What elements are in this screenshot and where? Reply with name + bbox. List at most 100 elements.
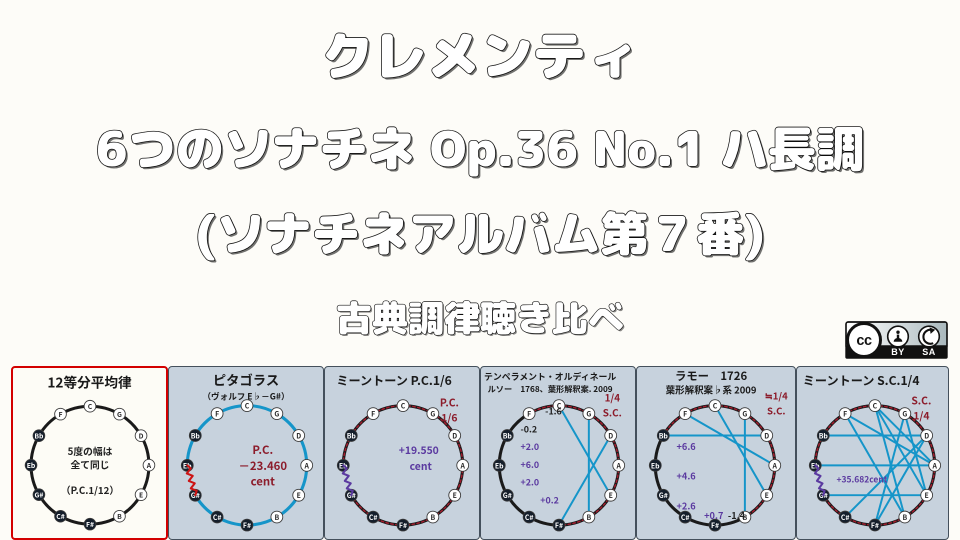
svg-text:12等分平均律: 12等分平均律: [47, 372, 132, 392]
svg-text:+0.2: +0.2: [540, 493, 559, 506]
svg-text:-1.4: -1.4: [728, 508, 746, 522]
svg-text:G: G: [274, 409, 279, 419]
svg-text:S.C.: S.C.: [767, 403, 785, 417]
svg-text:C: C: [401, 401, 406, 411]
svg-text:S.C.: S.C.: [603, 405, 622, 419]
svg-text:D: D: [452, 430, 457, 440]
svg-text:ラモー 1726: ラモー 1726: [675, 368, 747, 384]
svg-text:F: F: [527, 409, 531, 419]
svg-text:cent: cent: [410, 458, 433, 473]
svg-text:≒1/4: ≒1/4: [765, 389, 788, 403]
svg-text:+2.0: +2.0: [520, 476, 539, 489]
svg-text:E: E: [453, 490, 457, 500]
svg-text:G: G: [586, 409, 591, 419]
svg-text:C: C: [713, 401, 718, 411]
svg-text:A: A: [303, 460, 309, 470]
svg-text:葉形解釈案♭系 2009: 葉形解釈案♭系 2009: [666, 383, 757, 397]
svg-text:G#: G#: [659, 490, 668, 500]
svg-text:Bb: Bb: [347, 430, 357, 440]
svg-text:E: E: [297, 490, 301, 500]
svg-text:D: D: [296, 430, 301, 440]
svg-text:1/4: 1/4: [605, 391, 621, 405]
svg-text:D: D: [139, 431, 144, 441]
svg-text:B: B: [430, 512, 435, 522]
svg-text:+2.6: +2.6: [677, 498, 697, 512]
svg-text:Eb: Eb: [651, 460, 660, 470]
svg-text:1/6: 1/6: [441, 409, 457, 424]
svg-text:E: E: [925, 490, 929, 500]
svg-text:C#: C#: [681, 512, 690, 522]
svg-text:ピタゴラス: ピタゴラス: [213, 370, 279, 389]
svg-text:G: G: [742, 409, 747, 419]
svg-text:Bb: Bb: [191, 430, 201, 440]
svg-text:-0.2: -0.2: [520, 422, 537, 435]
svg-text:5度の幅は: 5度の幅は: [68, 444, 113, 458]
svg-text:D: D: [764, 430, 769, 440]
svg-text:-1.6: -1.6: [545, 405, 562, 418]
svg-text:SA: SA: [922, 347, 936, 357]
svg-text:G#: G#: [34, 490, 43, 500]
svg-text:G: G: [902, 409, 907, 419]
svg-text:+6.6: +6.6: [677, 439, 697, 453]
svg-text:C#: C#: [525, 512, 534, 522]
svg-text:ミーントーン P.C.1/6: ミーントーン P.C.1/6: [336, 372, 451, 389]
svg-text:B: B: [117, 511, 122, 521]
svg-text:ルソー 1768、葉形解釈案. 2009: ルソー 1768、葉形解釈案. 2009: [488, 383, 613, 395]
svg-text:G#: G#: [503, 490, 512, 500]
svg-text:B: B: [902, 512, 907, 522]
svg-text:+4.6: +4.6: [677, 469, 697, 483]
svg-text:cent: cent: [251, 474, 275, 490]
svg-text:Bb: Bb: [659, 430, 669, 440]
svg-text:F: F: [371, 409, 375, 419]
svg-text:+19.550: +19.550: [399, 442, 439, 457]
svg-text:+2.0: +2.0: [520, 440, 539, 453]
svg-text:E: E: [765, 490, 769, 500]
svg-text:S.C.: S.C.: [911, 393, 931, 408]
svg-text:Eb: Eb: [27, 460, 36, 470]
svg-text:F#: F#: [555, 520, 563, 530]
svg-text:BY: BY: [891, 347, 905, 357]
svg-text:cc: cc: [856, 333, 872, 349]
svg-text:A: A: [615, 460, 621, 470]
svg-text:B: B: [586, 512, 591, 522]
svg-text:+6.0: +6.0: [520, 458, 539, 471]
svg-text:E: E: [139, 490, 143, 500]
svg-text:A: A: [459, 460, 465, 470]
svg-text:F: F: [59, 409, 63, 419]
svg-text:F#: F#: [399, 520, 407, 530]
svg-text:（P.C.1/12）: （P.C.1/12）: [61, 483, 119, 497]
svg-text:Bb: Bb: [819, 430, 829, 440]
svg-text:C: C: [88, 401, 93, 411]
svg-text:F#: F#: [871, 520, 879, 530]
svg-text:Bb: Bb: [503, 430, 513, 440]
svg-text:F: F: [683, 409, 687, 419]
svg-text:A: A: [146, 460, 152, 470]
svg-text:全て同じ: 全て同じ: [71, 458, 110, 472]
svg-text:－23.460: －23.460: [239, 458, 288, 474]
svg-text:P.C.: P.C.: [252, 442, 273, 458]
svg-text:テンペラメント・オルディネール: テンペラメント・オルディネール: [484, 370, 616, 383]
svg-text:A: A: [772, 460, 778, 470]
svg-text:A: A: [931, 460, 937, 470]
svg-text:+0.7: +0.7: [704, 508, 723, 522]
svg-text:+35.682cent: +35.682cent: [836, 474, 887, 486]
svg-text:D: D: [608, 430, 613, 440]
svg-text:D: D: [924, 430, 929, 440]
svg-text:P.C.: P.C.: [440, 395, 459, 410]
svg-text:Bb: Bb: [34, 431, 44, 441]
svg-text:F#: F#: [86, 519, 94, 529]
svg-text:C: C: [873, 401, 878, 411]
svg-text:C#: C#: [369, 512, 378, 522]
svg-text:F#: F#: [243, 520, 251, 530]
svg-text:Eb: Eb: [495, 460, 504, 470]
svg-text:G: G: [117, 409, 122, 419]
svg-text:C#: C#: [213, 512, 222, 522]
svg-text:C#: C#: [841, 512, 850, 522]
svg-text:B: B: [274, 512, 279, 522]
svg-text:C#: C#: [56, 511, 65, 521]
svg-text:1/4: 1/4: [913, 407, 929, 422]
svg-text:F: F: [215, 409, 219, 419]
svg-text:F: F: [843, 409, 847, 419]
svg-text:E: E: [609, 490, 613, 500]
svg-text:ミーントーン S.C.1/4: ミーントーン S.C.1/4: [803, 372, 920, 389]
